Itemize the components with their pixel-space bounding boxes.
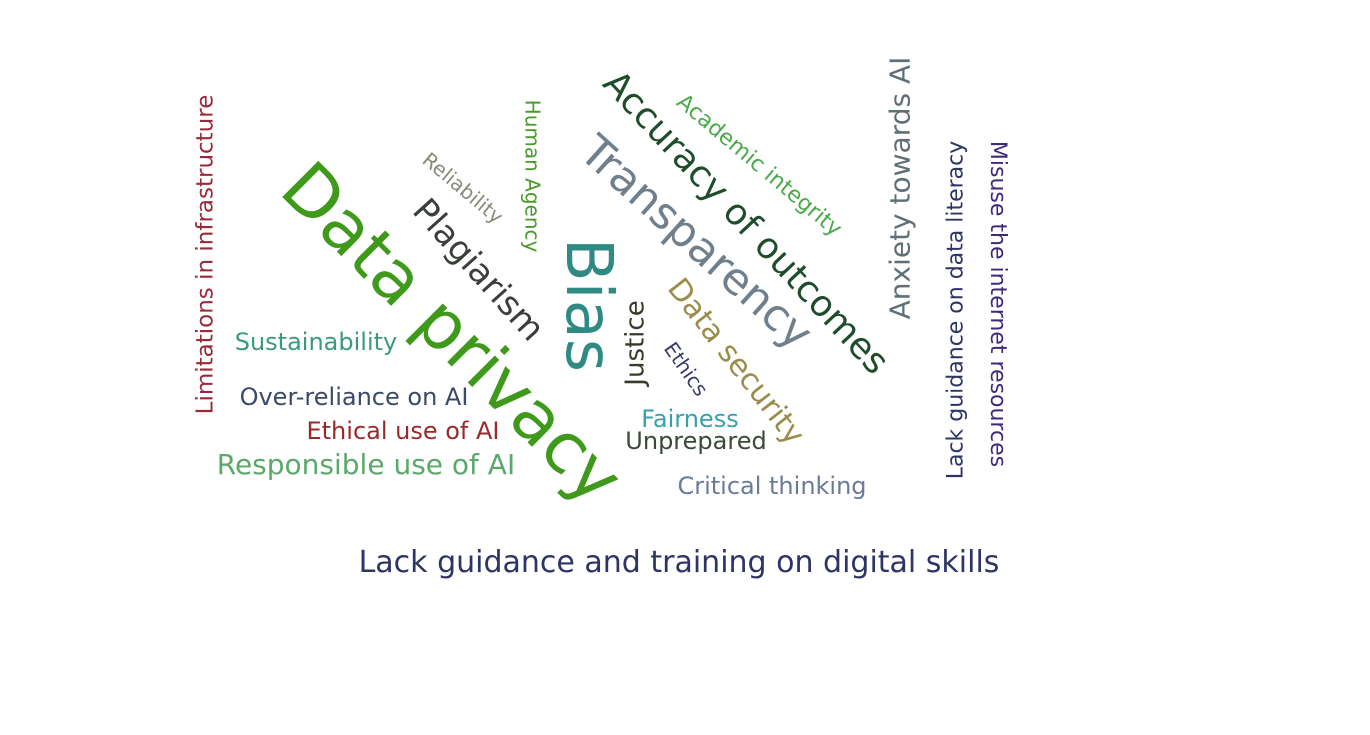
word-lack-guidance-data-literacy: Lack guidance on data literacy: [942, 140, 968, 480]
word-justice: Justice: [621, 300, 651, 386]
word-over-reliance-on-ai: Over-reliance on AI: [239, 383, 469, 411]
word-bias: Bias: [551, 237, 625, 373]
word-lack-guidance-training: Lack guidance and training on digital sk…: [358, 545, 1000, 580]
word-unprepared: Unprepared: [625, 427, 767, 455]
word-limitations-infrastructure: Limitations in infrastructure: [192, 94, 219, 414]
word-misuse-internet-resources: Misuse the internet resources: [985, 140, 1010, 468]
word-fairness: Fairness: [641, 405, 739, 433]
word-anxiety-towards-ai: Anxiety towards AI: [882, 56, 916, 320]
word-critical-thinking: Critical thinking: [677, 472, 867, 500]
word-human-agency: Human Agency: [520, 99, 544, 253]
word-ethical-use-of-ai: Ethical use of AI: [306, 417, 500, 445]
word-responsible-use-of-ai: Responsible use of AI: [216, 448, 516, 481]
word-sustainability: Sustainability: [234, 328, 398, 356]
